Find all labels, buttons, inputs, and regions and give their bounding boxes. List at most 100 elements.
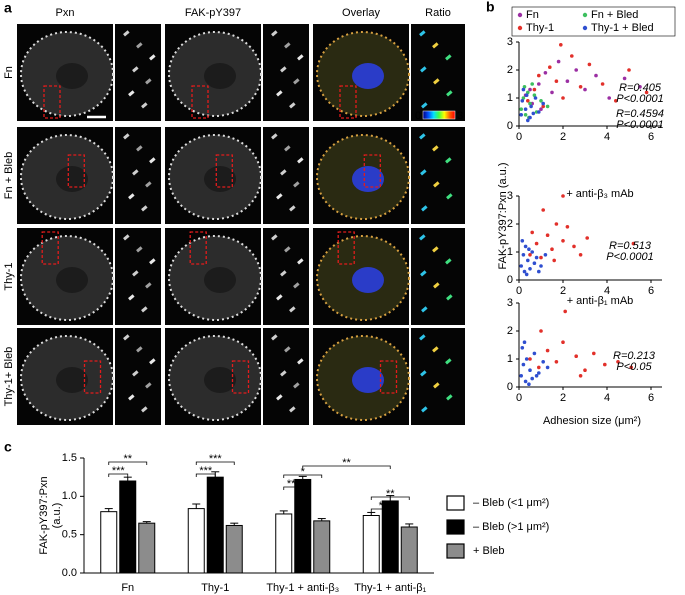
significance-bracket [370, 496, 410, 500]
annotation: R=0.4594 [616, 108, 664, 120]
bar [275, 513, 293, 574]
column-header: Overlay [342, 7, 380, 19]
annotation: R=0.405 [619, 82, 662, 94]
adhesion [446, 90, 453, 97]
adhesion [136, 42, 143, 49]
nucleus [352, 63, 384, 89]
adhesion [128, 294, 135, 301]
scatter-point [539, 99, 543, 103]
significance-label: * [379, 500, 384, 512]
y-tick-label: 2 [507, 64, 513, 76]
adhesion [136, 346, 143, 353]
scatter-point [520, 99, 525, 103]
significance-bracket [195, 473, 216, 477]
adhesion [276, 294, 283, 301]
scatter-point [565, 79, 570, 83]
y-axis-label: FAK-pY397:Pxn (a.u.) [497, 163, 509, 270]
scatter-point [594, 73, 598, 78]
scatter-point [545, 233, 550, 237]
adhesion [289, 102, 296, 109]
scatter-point [554, 79, 559, 83]
scatter-point [545, 104, 550, 109]
image-tile [115, 228, 161, 325]
x-tick-label: 6 [648, 392, 654, 404]
adhesion [128, 193, 135, 200]
scatter-point [528, 115, 532, 120]
adhesion [284, 346, 291, 353]
adhesion [420, 169, 427, 176]
significance-label: *** [112, 465, 126, 477]
adhesion [149, 54, 156, 61]
colorbar-label: 0 [415, 110, 421, 122]
x-tick-label: 2 [560, 392, 566, 404]
scatter-point [644, 90, 649, 95]
adhesion [445, 54, 452, 61]
y-axis-label: (a.u.) [51, 503, 63, 529]
column-header: FAK-pY397 [185, 7, 241, 19]
significance-bracket [195, 461, 235, 465]
scatter-point [587, 62, 592, 67]
image-tile [411, 24, 465, 121]
scatter-point [554, 222, 559, 226]
scatter-point [572, 244, 576, 249]
adhesion [271, 334, 278, 341]
adhesion [421, 406, 428, 413]
scatter-point [531, 111, 536, 116]
scatter-point [527, 382, 531, 387]
scatter-point [583, 368, 587, 373]
roi-box [379, 360, 398, 394]
significance-bracket [283, 486, 304, 490]
adhesion [141, 205, 148, 212]
y-tick-label: 1 [507, 246, 513, 258]
image-tile [411, 228, 465, 325]
colorbar [422, 110, 456, 120]
y-tick-label: 3 [507, 297, 513, 309]
adhesion [289, 205, 296, 212]
scatter-point [533, 96, 538, 100]
scatter-point [520, 346, 525, 350]
y-tick-label: 1.0 [62, 490, 77, 502]
adhesion [136, 246, 143, 253]
scatter-point [600, 82, 605, 86]
y-tick-label: 0 [507, 274, 513, 286]
scatter-point [541, 101, 545, 106]
scatter-point [528, 357, 532, 361]
scatter-point [585, 236, 589, 240]
roi-box [191, 85, 209, 119]
y-tick-label: 2 [507, 325, 513, 337]
bar [100, 511, 118, 574]
scatter-point [534, 374, 539, 378]
significance-label: * [301, 466, 306, 478]
adhesion [421, 102, 428, 109]
adhesion [297, 157, 304, 164]
scatter-point [526, 118, 530, 123]
adhesion [149, 358, 156, 365]
panel-label: c [4, 439, 12, 455]
nucleus [352, 367, 384, 393]
scatter-point [578, 85, 583, 89]
x-tick-label: 6 [648, 131, 654, 143]
roi-box [215, 154, 233, 188]
adhesion [280, 169, 287, 176]
adhesion [293, 382, 300, 389]
adhesion [433, 78, 440, 85]
adhesion [433, 282, 440, 289]
adhesion [445, 358, 452, 365]
image-tile [115, 24, 161, 121]
adhesion [297, 358, 304, 365]
x-tick-label: 0 [516, 285, 522, 297]
scatter-point [520, 239, 525, 243]
adhesion [432, 346, 439, 353]
scatter-point [523, 244, 528, 249]
scatter-point [528, 267, 532, 271]
scatter-point [616, 360, 620, 364]
adhesion [420, 66, 427, 73]
chart-title: + anti-β₁ mAb [567, 295, 634, 307]
x-tick-label: 2 [560, 285, 566, 297]
row-label: Fn [3, 66, 15, 79]
legend-label: Thy-1 + Bled [591, 22, 654, 34]
adhesion [284, 145, 291, 152]
adhesion [136, 145, 143, 152]
scatter-point [565, 225, 570, 229]
scatter-point [574, 68, 578, 72]
